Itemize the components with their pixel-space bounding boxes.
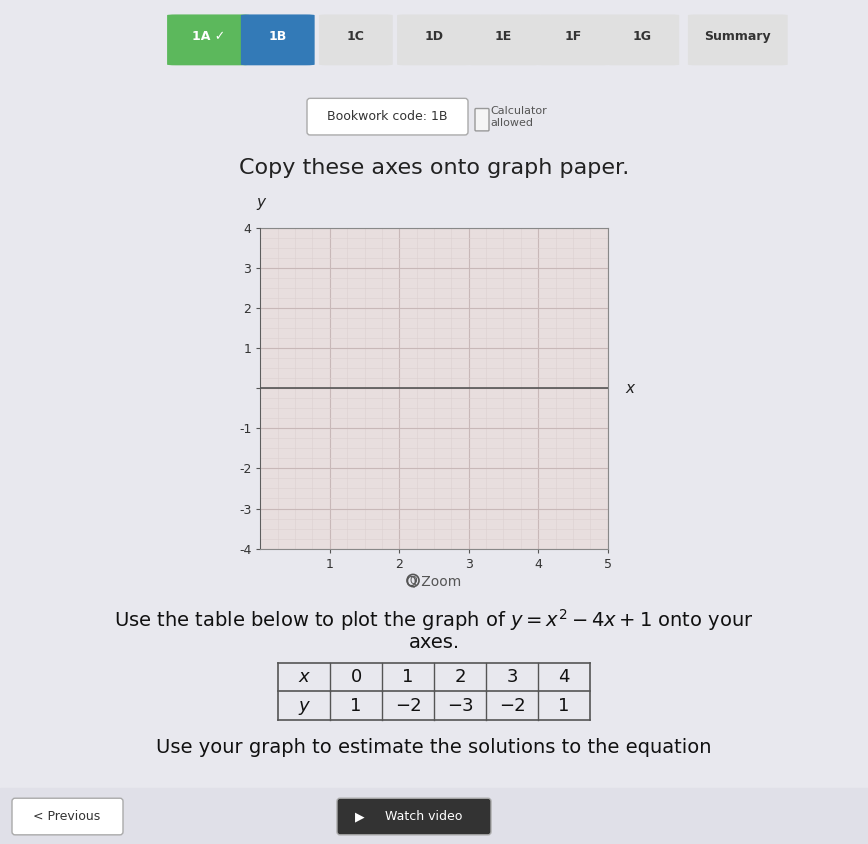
Text: 1: 1 bbox=[558, 696, 569, 715]
Text: x: x bbox=[625, 381, 634, 396]
Text: Calculator: Calculator bbox=[490, 106, 547, 116]
FancyBboxPatch shape bbox=[337, 798, 491, 835]
FancyBboxPatch shape bbox=[167, 14, 250, 65]
FancyBboxPatch shape bbox=[240, 14, 314, 65]
Text: 1D: 1D bbox=[424, 30, 444, 43]
Text: 4: 4 bbox=[558, 668, 569, 686]
Text: Summary: Summary bbox=[705, 30, 771, 43]
Text: −2: −2 bbox=[395, 696, 421, 715]
FancyBboxPatch shape bbox=[687, 14, 787, 65]
Bar bbox=[0, 788, 868, 844]
Text: 2: 2 bbox=[454, 668, 466, 686]
Text: −3: −3 bbox=[447, 696, 473, 715]
FancyBboxPatch shape bbox=[606, 14, 679, 65]
Text: 1F: 1F bbox=[564, 30, 582, 43]
Text: Bookwork code: 1B: Bookwork code: 1B bbox=[327, 111, 448, 123]
Text: 1G: 1G bbox=[633, 30, 652, 43]
Text: Use the table below to plot the graph of $y = x^2 - 4x + 1$ onto your: Use the table below to plot the graph of… bbox=[115, 607, 753, 633]
Text: 1A ✓: 1A ✓ bbox=[192, 30, 225, 43]
FancyBboxPatch shape bbox=[467, 14, 540, 65]
Text: 1E: 1E bbox=[495, 30, 512, 43]
Text: y: y bbox=[256, 195, 265, 210]
Text: axes.: axes. bbox=[409, 633, 459, 652]
Text: 3: 3 bbox=[506, 668, 517, 686]
FancyBboxPatch shape bbox=[12, 798, 123, 835]
Text: 1: 1 bbox=[402, 668, 414, 686]
FancyBboxPatch shape bbox=[475, 109, 489, 131]
Text: 1B: 1B bbox=[268, 30, 287, 43]
Text: Q: Q bbox=[409, 576, 417, 586]
FancyBboxPatch shape bbox=[398, 14, 470, 65]
Text: y: y bbox=[299, 696, 309, 715]
Text: 1: 1 bbox=[351, 696, 362, 715]
Text: < Previous: < Previous bbox=[33, 810, 101, 823]
Text: allowed: allowed bbox=[490, 118, 533, 127]
FancyBboxPatch shape bbox=[319, 14, 392, 65]
Text: ▶: ▶ bbox=[355, 810, 365, 823]
Text: −2: −2 bbox=[499, 696, 525, 715]
Text: Watch video: Watch video bbox=[385, 810, 463, 823]
Text: 1C: 1C bbox=[347, 30, 365, 43]
Text: Q Zoom: Q Zoom bbox=[406, 575, 462, 588]
FancyBboxPatch shape bbox=[307, 99, 468, 135]
Text: x: x bbox=[299, 668, 309, 686]
Text: Copy these axes onto graph paper.: Copy these axes onto graph paper. bbox=[239, 158, 629, 177]
Text: Use your graph to estimate the solutions to the equation: Use your graph to estimate the solutions… bbox=[156, 738, 712, 757]
FancyBboxPatch shape bbox=[536, 14, 609, 65]
Text: 0: 0 bbox=[351, 668, 362, 686]
